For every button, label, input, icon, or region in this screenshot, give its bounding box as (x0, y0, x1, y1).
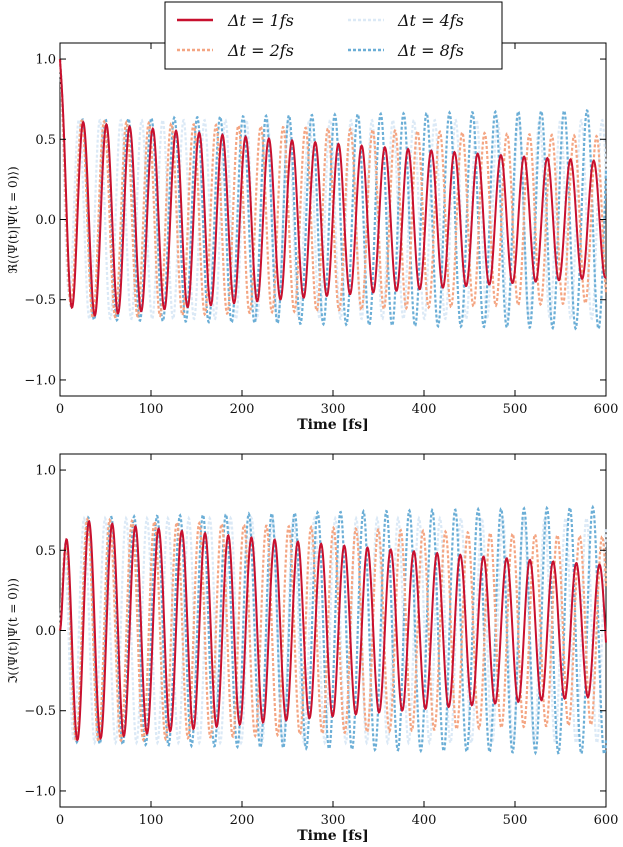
imag-xticks: 0 100 200 300 400 500 600 (56, 454, 619, 828)
real-xtick-label: 200 (230, 402, 255, 417)
imag-series-group (58, 504, 608, 757)
legend-label-dt2: Δt = 2fs (227, 41, 294, 60)
real-xlabel: Time [fs] (297, 417, 368, 433)
real-ytick-label: 1.0 (35, 53, 56, 68)
real-yticks: −1.0 −0.5 0.0 0.5 1.0 (24, 53, 606, 388)
imaginary-part-panel: −1.0 −0.5 0.0 0.5 1.0 0 100 200 300 400 500 600 Ti… (6, 453, 619, 844)
legend: Δt = 1fs Δt = 2fs Δt = 4fs Δt = 8fs (164, 1, 503, 70)
imag-xtick-label: 600 (594, 813, 619, 828)
real-xtick-label: 0 (56, 402, 64, 417)
real-ytick-label: 0.5 (35, 133, 56, 148)
real-xtick-label: 100 (139, 402, 164, 417)
real-series-t1fs (59, 58, 607, 317)
imag-yticks: −1.0 −0.5 0.0 0.5 1.0 (24, 464, 606, 799)
imag-ylabel: ℑ(⟨Ψ(t)|Ψ(t = 0)⟩) (6, 578, 20, 684)
imag-xtick-label: 300 (321, 813, 346, 828)
real-xtick-label: 600 (594, 402, 619, 417)
real-xtick-label: 400 (412, 402, 437, 417)
real-ylabel: ℜ(⟨Ψ(t)|Ψ(t = 0)⟩) (6, 166, 20, 273)
legend-label-dt1: Δt = 1fs (227, 11, 294, 30)
real-ytick-label: −0.5 (24, 293, 56, 308)
imag-xtick-label: 0 (56, 813, 64, 828)
real-ytick-label: 0.0 (35, 213, 56, 228)
imag-ytick-label: 0.5 (35, 544, 56, 559)
legend-box (164, 1, 503, 70)
imag-ytick-label: 1.0 (35, 464, 56, 479)
imag-xtick-label: 500 (503, 813, 528, 828)
imag-xtick-label: 400 (412, 813, 437, 828)
imag-ytick-label: −1.0 (24, 784, 56, 799)
imag-xtick-label: 100 (139, 813, 164, 828)
real-xtick-label: 500 (503, 402, 528, 417)
real-series-group (58, 58, 608, 331)
real-part-panel: −1.0 −0.5 0.0 0.5 1.0 0 100 200 300 400 500 600 Ti… (6, 42, 619, 433)
imag-series-t1fs (59, 519, 607, 742)
legend-label-dt8: Δt = 8fs (397, 41, 464, 60)
real-xticks: 0 100 200 300 400 500 600 (56, 43, 619, 417)
real-xtick-label: 300 (321, 402, 346, 417)
imag-ytick-label: 0.0 (35, 624, 56, 639)
imag-series-t2fs (58, 516, 608, 743)
imag-xlabel: Time [fs] (297, 828, 368, 844)
real-ytick-label: −1.0 (24, 373, 56, 388)
imag-series-t4fs (58, 515, 608, 746)
legend-label-dt4: Δt = 4fs (397, 11, 464, 30)
imag-ytick-label: −0.5 (24, 704, 56, 719)
imag-xtick-label: 200 (230, 813, 255, 828)
imag-series-t8fs (58, 504, 608, 757)
